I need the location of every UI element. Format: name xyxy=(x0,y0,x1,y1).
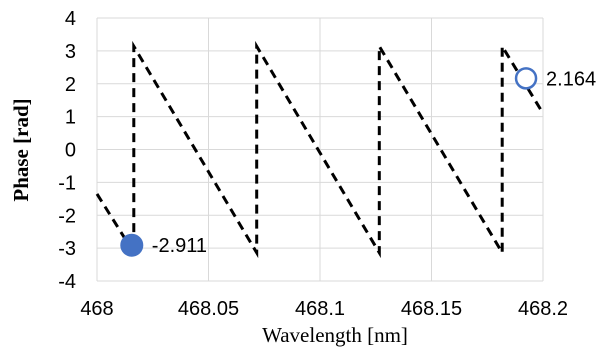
y-tick-label: -2 xyxy=(58,205,76,227)
y-tick-label: 0 xyxy=(65,140,76,162)
max-marker xyxy=(514,67,538,90)
x-tick-label: 468.2 xyxy=(518,298,568,320)
y-tick-label: 1 xyxy=(65,107,76,129)
y-tick-label: -3 xyxy=(58,238,76,260)
markers: -2.911 2.164 xyxy=(120,67,596,257)
marker-value-label: -2.911 xyxy=(152,235,207,257)
y-tick-label: -1 xyxy=(58,172,76,194)
phase-series-line xyxy=(95,40,545,259)
y-axis-title: Phase [rad] xyxy=(9,98,33,201)
x-tick-label: 468.05 xyxy=(178,298,239,320)
marker-value-label: 2.164 xyxy=(546,68,596,90)
min-marker xyxy=(120,233,144,257)
x-tick-label: 468.1 xyxy=(295,298,345,320)
y-tick-label: 4 xyxy=(65,8,76,30)
y-tick-label: -4 xyxy=(58,271,76,293)
grid xyxy=(96,17,544,282)
y-tick-label: 3 xyxy=(65,41,76,63)
x-tick-label: 468 xyxy=(80,298,113,320)
x-tick-label: 468.15 xyxy=(401,298,462,320)
x-axis-title: Wavelength [nm] xyxy=(262,323,408,347)
y-tick-label: 2 xyxy=(65,74,76,96)
